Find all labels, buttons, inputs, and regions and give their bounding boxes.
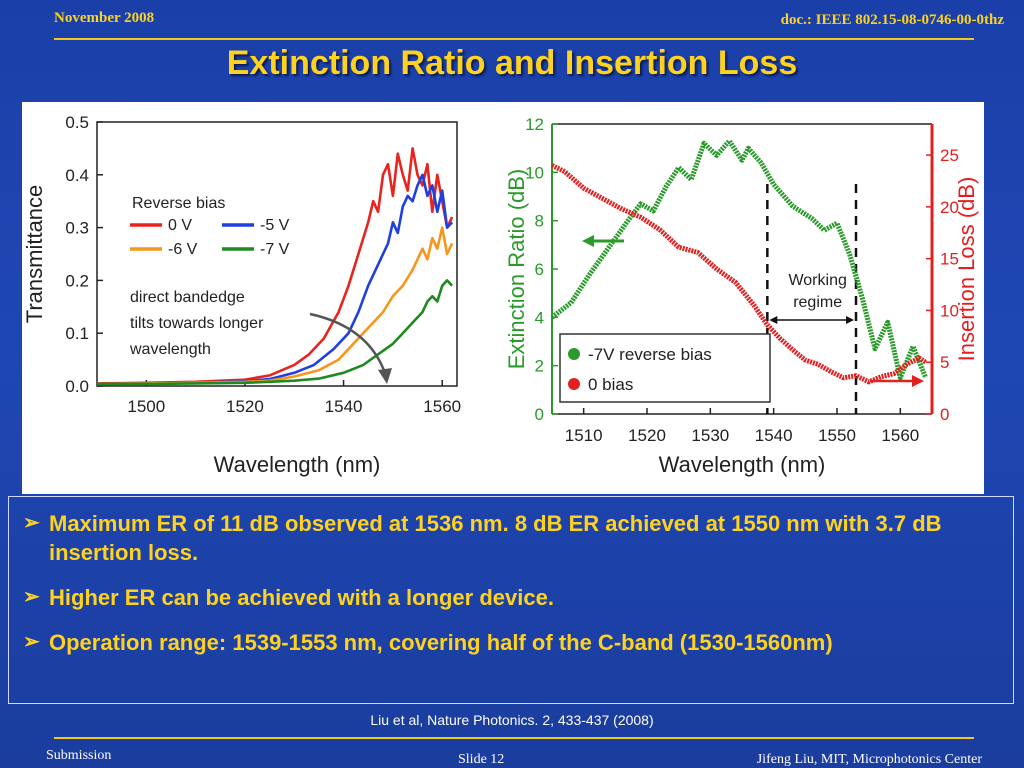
bullet-text: Operation range: 1539-1553 nm, covering …: [49, 630, 833, 655]
y-right-axis-label: Insertion Loss (dB): [954, 177, 979, 362]
series-line-0V: [96, 147, 454, 385]
x-tick-label: 1560: [423, 397, 461, 416]
x-tick-label: 1530: [691, 426, 729, 445]
bullet-item: ➢ Higher ER can be achieved with a longe…: [23, 583, 995, 612]
y-left-tick-label: 10: [525, 163, 544, 182]
arrow-bullet-icon: ➢: [23, 631, 40, 653]
header-rule: [54, 38, 974, 40]
footer-author: Jifeng Liu, MIT, Microphotonics Center: [756, 752, 982, 767]
y-tick-label: 0.1: [65, 324, 89, 343]
annotation-text: direct bandedge: [130, 289, 245, 306]
y-left-tick-label: 6: [535, 260, 544, 279]
y-tick-label: 0.5: [65, 113, 89, 132]
arrow-bullet-icon: ➢: [23, 512, 40, 534]
x-tick-label: 1520: [226, 397, 264, 416]
y-left-axis-label: Extinction Ratio (dB): [504, 169, 529, 370]
bullet-text: Higher ER can be achieved with a longer …: [49, 585, 554, 610]
legend-label: -6 V: [168, 241, 198, 258]
working-regime-arrowhead: [769, 316, 778, 324]
footer-slide-number: Slide 12: [458, 752, 505, 767]
bullet-item: ➢ Maximum ER of 11 dB observed at 1536 n…: [23, 509, 995, 567]
y-right-tick-label: 0: [940, 405, 949, 424]
series-line--7V: [97, 279, 454, 386]
y-right-tick-label: 25: [940, 146, 959, 165]
y-left-tick-label: 8: [535, 212, 544, 231]
header-date: November 2008: [54, 10, 155, 26]
x-tick-label: 1500: [127, 397, 165, 416]
y-right-tick-label: 10: [940, 301, 959, 320]
y-tick-label: 0.2: [65, 271, 89, 290]
left-axis-indicator-arrowhead: [582, 235, 594, 247]
footer-submission: Submission: [46, 748, 112, 763]
y-axis-label: Transmittance: [22, 185, 47, 324]
y-tick-label: 0.3: [65, 219, 89, 238]
figure-panel: 1500 1520 1540 1560 0.0 0.1 0.2 0.3 0.4 0.5 Wavele…: [22, 102, 984, 494]
x-axis-label: Wavelength (nm): [214, 452, 381, 477]
right-axis-indicator-arrowhead: [912, 375, 924, 387]
y-right-tick-label: 5: [940, 353, 949, 372]
transmittance-chart: 1500 1520 1540 1560 0.0 0.1 0.2 0.3 0.4 0.5 Wavele…: [22, 113, 461, 477]
y-right-tick-label: 15: [940, 250, 959, 269]
y-left-tick-label: 2: [535, 357, 544, 376]
arrow-bullet-icon: ➢: [23, 586, 40, 608]
y-tick-label: 0.4: [65, 166, 89, 185]
working-regime-label: Working: [788, 272, 846, 289]
working-regime-label: regime: [793, 294, 842, 311]
y-left-tick-label: 4: [535, 308, 544, 327]
citation: Liu et al, Nature Photonics. 2, 433-437 …: [370, 712, 654, 728]
y-right-tick-label: 20: [940, 198, 959, 217]
working-regime-arrowhead: [846, 316, 854, 324]
bullet-text: Maximum ER of 11 dB observed at 1536 nm.…: [49, 511, 942, 565]
annotation-arrowhead: [378, 368, 392, 384]
legend-label: -7V reverse bias: [588, 345, 712, 364]
x-tick-label: 1550: [818, 426, 856, 445]
footer-rule: [54, 737, 974, 739]
slide-title: Extinction Ratio and Insertion Loss: [226, 44, 798, 82]
y-tick-label: 0.0: [65, 377, 89, 396]
x-axis-label: Wavelength (nm): [659, 452, 826, 477]
annotation-text: wavelength: [129, 341, 211, 358]
legend-label: 0 V: [168, 217, 192, 234]
extinction-ratio-chart: 1510 1520 1530 1540 1550 15600246810120510152…: [504, 115, 979, 477]
y-left-tick-label: 0: [535, 405, 544, 424]
bullet-list: ➢ Maximum ER of 11 dB observed at 1536 n…: [8, 496, 1014, 704]
annotation-text: tilts towards longer: [130, 315, 264, 332]
legend-marker: [568, 378, 580, 390]
x-tick-label: 1560: [881, 426, 919, 445]
x-tick-label: 1510: [565, 426, 603, 445]
header-doc-id: doc.: IEEE 802.15-08-0746-00-0thz: [780, 12, 1004, 28]
plot-frame: [96, 121, 458, 387]
y-left-tick-label: 12: [525, 115, 544, 134]
legend-marker: [568, 348, 580, 360]
bullet-item: ➢ Operation range: 1539-1553 nm, coverin…: [23, 628, 995, 657]
x-tick-label: 1540: [325, 397, 363, 416]
legend-label: -7 V: [260, 241, 290, 258]
series-line--5V: [96, 173, 454, 386]
legend-box: [559, 333, 771, 403]
legend-label: -5 V: [260, 217, 290, 234]
legend-label: 0 bias: [588, 375, 633, 394]
legend-title: Reverse bias: [132, 195, 225, 212]
annotation-arrow: [309, 312, 388, 377]
x-tick-label: 1540: [755, 426, 793, 445]
series-line-0-bias: [550, 163, 928, 385]
x-tick-label: 1520: [628, 426, 666, 445]
